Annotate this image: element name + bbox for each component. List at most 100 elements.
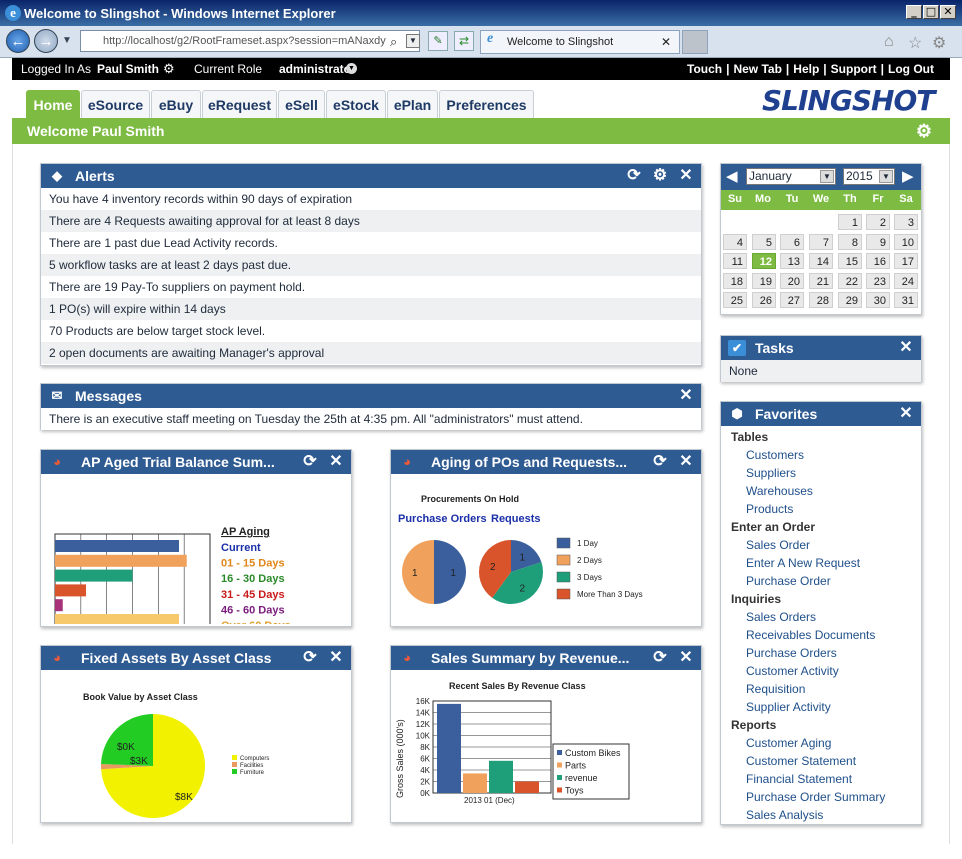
favorites-star-icon[interactable]: ☆ xyxy=(908,35,923,52)
alert-item[interactable]: There are 1 past due Lead Activity recor… xyxy=(49,236,278,250)
history-dropdown-icon[interactable]: ▼ xyxy=(62,35,72,46)
close-icon[interactable]: ✕ xyxy=(899,339,913,356)
favorite-link[interactable]: Products xyxy=(746,502,794,516)
calendar-day[interactable]: 19 xyxy=(752,272,776,289)
search-icon[interactable]: ⌕ xyxy=(390,34,398,49)
alert-item[interactable]: 5 workflow tasks are at least 2 days pas… xyxy=(41,254,701,276)
favorite-link[interactable]: Warehouses xyxy=(746,484,813,498)
calendar-day[interactable]: 18 xyxy=(723,272,747,289)
tab-ebuy[interactable]: eBuy xyxy=(151,90,201,118)
refresh-icon[interactable]: ⟳ xyxy=(653,453,667,470)
calendar-day[interactable]: 12 xyxy=(752,253,776,269)
compatibility-icon[interactable]: ✎ xyxy=(428,31,448,51)
alert-item[interactable]: You have 4 inventory records within 90 d… xyxy=(49,192,353,206)
tab-preferences[interactable]: Preferences xyxy=(439,90,534,118)
role-dropdown-icon[interactable]: ▼ xyxy=(346,63,357,74)
calendar-day[interactable]: 23 xyxy=(866,272,890,289)
alert-item[interactable]: 1 PO(s) will expire within 14 days xyxy=(41,298,701,320)
favorite-link[interactable]: Purchase Orders xyxy=(746,646,837,660)
alert-item[interactable]: 70 Products are below target stock level… xyxy=(49,324,266,338)
browser-tab[interactable]: e Welcome to Slingshot ✕ xyxy=(480,30,680,54)
back-button[interactable]: ← xyxy=(6,29,30,53)
favorite-link[interactable]: Purchase Order Summary xyxy=(746,790,886,804)
page-settings-gear-icon[interactable]: ⚙ xyxy=(915,121,932,141)
close-icon[interactable]: ✕ xyxy=(679,453,693,470)
calendar-day[interactable]: 11 xyxy=(723,253,747,269)
favorite-link[interactable]: Customer Aging xyxy=(746,736,832,750)
minimize-button[interactable]: _ xyxy=(906,5,922,19)
calendar-day[interactable]: 29 xyxy=(838,292,862,308)
favorite-link[interactable]: Financial Statement xyxy=(746,772,853,786)
calendar-day[interactable]: 5 xyxy=(752,233,776,250)
calendar-day[interactable]: 16 xyxy=(866,253,890,269)
close-icon[interactable]: ✕ xyxy=(679,387,693,404)
close-window-button[interactable]: ✕ xyxy=(940,5,956,19)
favorite-link[interactable]: Sales Analysis xyxy=(746,808,824,822)
address-bar[interactable]: http://localhost/g2/RootFrameset.aspx?se… xyxy=(80,30,420,52)
new-tab-button[interactable] xyxy=(682,30,708,54)
calendar-day[interactable]: 14 xyxy=(809,253,833,269)
calendar-day[interactable]: 8 xyxy=(838,233,862,250)
calendar-day[interactable]: 17 xyxy=(894,253,918,269)
calendar-day[interactable]: 1 xyxy=(838,214,862,230)
favorite-link[interactable]: Sales Order xyxy=(746,538,811,552)
tab-home[interactable]: Home xyxy=(26,90,80,118)
calendar-day[interactable]: 2 xyxy=(866,214,890,230)
tab-erequest[interactable]: eRequest xyxy=(202,90,277,118)
favorite-link[interactable]: Sales Orders xyxy=(746,610,817,624)
close-icon[interactable]: ✕ xyxy=(329,453,343,470)
favorite-link[interactable]: Customer Activity xyxy=(746,664,839,678)
next-month-icon[interactable]: ▶ xyxy=(902,168,914,185)
calendar-day[interactable]: 28 xyxy=(809,292,833,308)
alert-item[interactable]: 2 open documents are awaiting Manager's … xyxy=(41,342,701,364)
close-icon[interactable]: ✕ xyxy=(899,405,913,422)
address-dropdown-icon[interactable]: ▼ xyxy=(406,34,420,48)
calendar-day[interactable]: 6 xyxy=(780,233,804,250)
calendar-day[interactable]: 13 xyxy=(780,253,804,269)
calendar-day[interactable]: 10 xyxy=(894,233,918,250)
forward-button[interactable]: → xyxy=(34,29,58,53)
calendar-day[interactable]: 25 xyxy=(723,292,747,308)
favorite-link[interactable]: Receivables Documents xyxy=(746,628,876,642)
user-settings-gear-icon[interactable]: ⚙ xyxy=(163,61,175,76)
close-icon[interactable]: ✕ xyxy=(679,649,693,666)
settings-gear-icon[interactable]: ⚙ xyxy=(652,167,668,184)
refresh-icon[interactable]: ⟳ xyxy=(627,167,641,184)
tools-gear-icon[interactable]: ⚙ xyxy=(932,35,947,52)
favorite-link[interactable]: Purchase Order xyxy=(746,574,831,588)
close-icon[interactable]: ✕ xyxy=(329,649,343,666)
link-log-out[interactable]: Log Out xyxy=(888,62,934,76)
favorite-link[interactable]: Supplier Activity xyxy=(746,700,831,714)
calendar-day[interactable]: 24 xyxy=(894,272,918,289)
calendar-day[interactable]: 21 xyxy=(809,272,833,289)
tab-close-icon[interactable]: ✕ xyxy=(660,35,671,49)
calendar-day[interactable]: 27 xyxy=(780,292,804,308)
tab-eplan[interactable]: ePlan xyxy=(387,90,438,118)
calendar-day[interactable]: 31 xyxy=(894,292,918,308)
home-icon[interactable]: ⌂ xyxy=(884,33,894,50)
link-help[interactable]: Help xyxy=(793,62,820,76)
link-new-tab[interactable]: New Tab xyxy=(733,62,782,76)
calendar-day[interactable]: 22 xyxy=(838,272,862,289)
tab-esource[interactable]: eSource xyxy=(81,90,150,118)
refresh-icon[interactable]: ⇄ xyxy=(454,31,474,51)
alert-item[interactable]: There are 19 Pay-To suppliers on payment… xyxy=(49,280,306,294)
calendar-day[interactable]: 7 xyxy=(809,233,833,250)
month-select[interactable]: January ▼ xyxy=(746,168,836,185)
calendar-day[interactable]: 26 xyxy=(752,292,776,308)
close-icon[interactable]: ✕ xyxy=(679,167,693,184)
refresh-icon[interactable]: ⟳ xyxy=(653,649,667,666)
link-support[interactable]: Support xyxy=(830,62,877,76)
favorite-link[interactable]: Customers xyxy=(746,448,805,462)
favorite-link[interactable]: Suppliers xyxy=(746,466,797,480)
refresh-icon[interactable]: ⟳ xyxy=(303,453,317,470)
calendar-day[interactable]: 15 xyxy=(838,253,862,269)
calendar-day[interactable]: 30 xyxy=(866,292,890,308)
tab-esell[interactable]: eSell xyxy=(278,90,325,118)
calendar-day[interactable]: 4 xyxy=(723,233,747,250)
maximize-button[interactable]: □ xyxy=(923,5,939,19)
calendar-day[interactable]: 20 xyxy=(780,272,804,289)
year-select[interactable]: 2015 ▼ xyxy=(843,168,895,185)
calendar-day[interactable]: 3 xyxy=(894,214,918,230)
favorite-link[interactable]: Requisition xyxy=(746,682,806,696)
